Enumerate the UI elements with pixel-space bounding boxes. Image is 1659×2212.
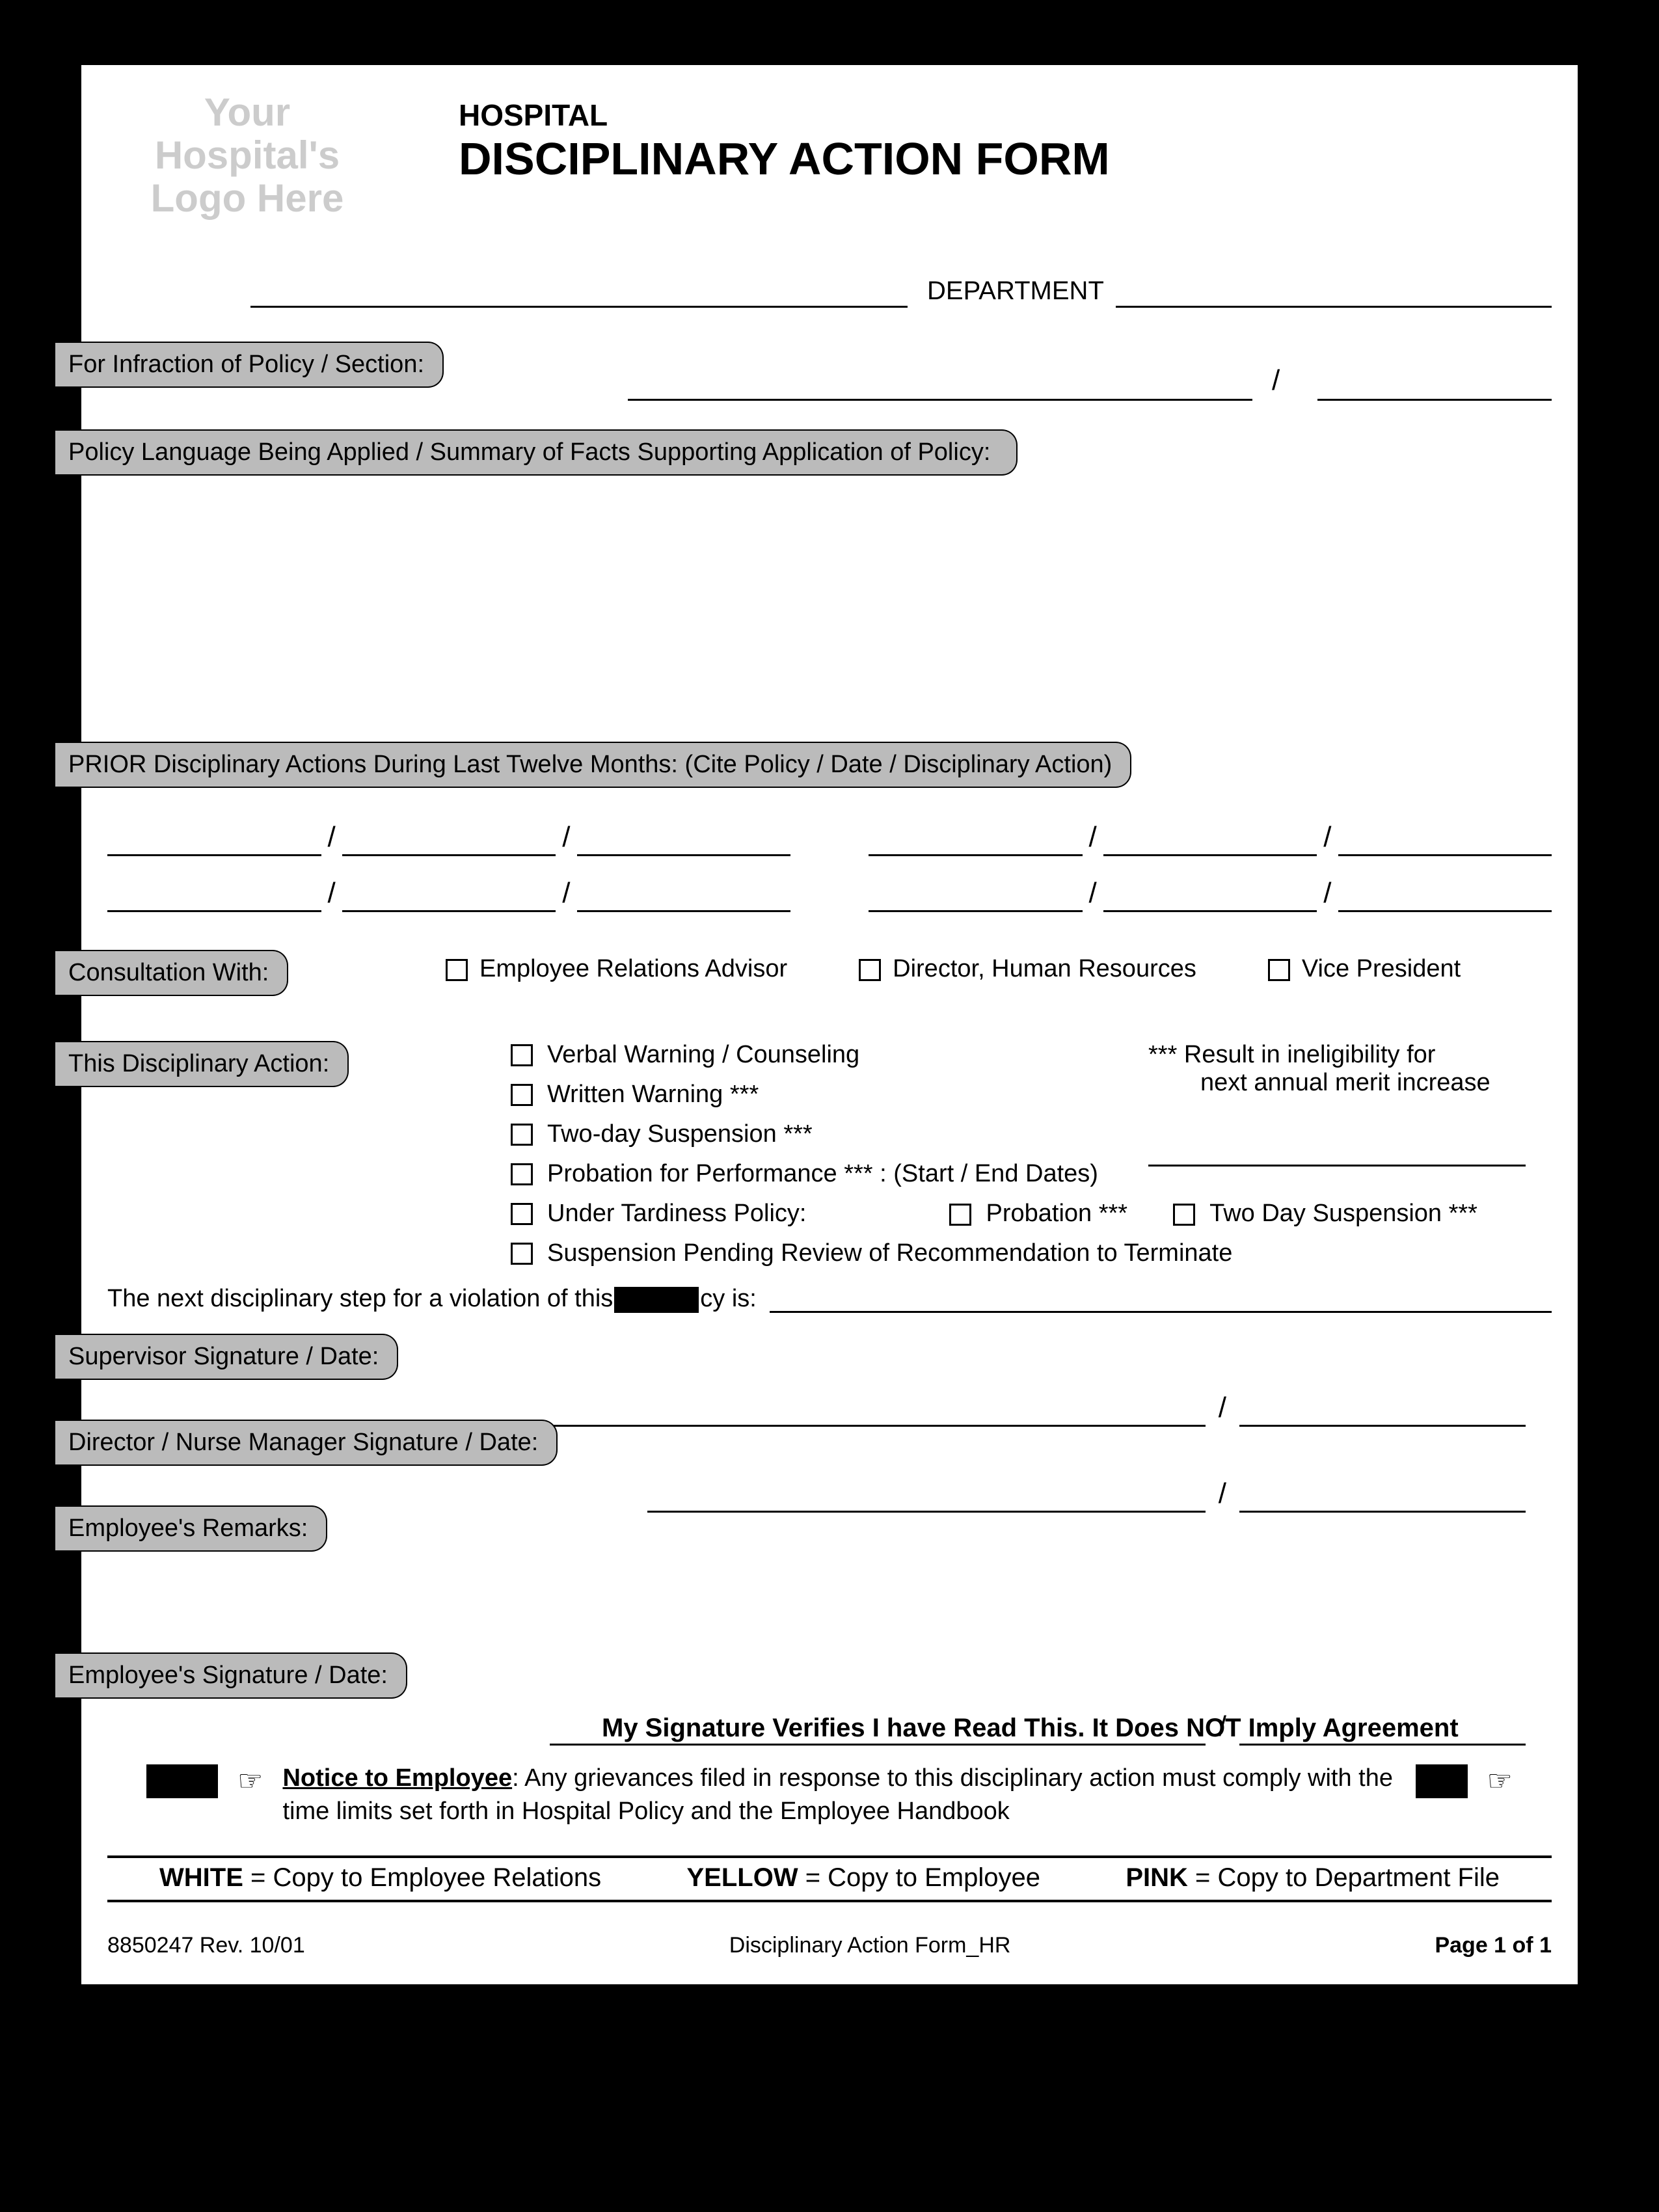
director-signature-row: Director / Nurse Manager Signature / Dat…	[81, 1420, 1552, 1466]
prior-actions-lines: / / / / / / / /	[107, 820, 1552, 932]
redacted-block	[146, 1764, 218, 1798]
next-step-row: The next disciplinary step for a violati…	[107, 1284, 1552, 1313]
pointing-hand-icon: ☞	[1487, 1764, 1513, 1798]
prior-input[interactable]	[107, 876, 321, 912]
action-note: *** Result in ineligibility for next ann…	[1148, 1041, 1490, 1097]
checkbox-icon[interactable]	[1268, 959, 1290, 981]
checkbox-icon[interactable]	[511, 1203, 533, 1225]
next-step-input[interactable]	[770, 1284, 1552, 1313]
checkbox-icon[interactable]	[446, 959, 468, 981]
supervisor-signature-row: Supervisor Signature / Date: /	[81, 1334, 1552, 1380]
checkbox-icon[interactable]	[1173, 1204, 1195, 1226]
redacted-block	[614, 1287, 699, 1313]
employee-signature-label: Employee's Signature / Date:	[55, 1652, 407, 1699]
checkbox-icon[interactable]	[511, 1084, 533, 1106]
remarks-label: Employee's Remarks:	[55, 1505, 327, 1552]
footer-title: Disciplinary Action Form_HR	[729, 1933, 1011, 1958]
checkbox-icon[interactable]	[511, 1243, 533, 1265]
director-label: Director / Nurse Manager Signature / Dat…	[55, 1420, 558, 1466]
department-label: DEPARTMENT	[927, 276, 1104, 306]
prior-input[interactable]	[342, 820, 556, 856]
consult-opt[interactable]: Director, Human Resources	[859, 955, 1196, 983]
footer-revision: 8850247 Rev. 10/01	[107, 1933, 305, 1958]
notice-row: ☞ Notice to Employee: Any grievances fil…	[146, 1762, 1513, 1829]
form-header: HOSPITAL DISCIPLINARY ACTION FORM	[459, 98, 1110, 185]
probation-dates-input[interactable]	[1148, 1165, 1526, 1167]
prior-input[interactable]	[869, 876, 1083, 912]
slash: /	[1272, 364, 1280, 397]
remarks-row: Employee's Remarks:	[81, 1505, 1552, 1552]
prior-input[interactable]	[869, 820, 1083, 856]
checkbox-icon[interactable]	[511, 1044, 533, 1066]
page-footer: 8850247 Rev. 10/01 Disciplinary Action F…	[107, 1933, 1552, 1958]
logo-placeholder: Your Hospital's Logo Here	[107, 85, 387, 267]
consultation-row: Consultation With: Employee Relations Ad…	[81, 950, 1552, 996]
prior-input[interactable]	[1103, 876, 1317, 912]
divider	[107, 1855, 1552, 1858]
consultation-label: Consultation With:	[55, 950, 288, 996]
copies-row: WHITE = Copy to Employee Relations YELLO…	[107, 1863, 1552, 1893]
prior-input[interactable]	[1338, 820, 1552, 856]
checkbox-icon[interactable]	[949, 1204, 971, 1226]
action-opt[interactable]: Under Tardiness Policy: Probation *** Tw…	[511, 1200, 1477, 1228]
action-opt[interactable]: Suspension Pending Review of Recommendat…	[511, 1239, 1477, 1267]
action-opt[interactable]: Two-day Suspension ***	[511, 1120, 1477, 1148]
department-input-line[interactable]	[1116, 306, 1552, 308]
header-line1: HOSPITAL	[459, 98, 1110, 133]
policy-language-label: Policy Language Being Applied / Summary …	[55, 429, 1018, 476]
prior-input[interactable]	[577, 820, 791, 856]
disciplinary-action-row: This Disciplinary Action: Verbal Warning…	[81, 1041, 1552, 1087]
prior-input[interactable]	[1338, 876, 1552, 912]
pointing-hand-icon: ☞	[237, 1764, 263, 1798]
divider	[107, 1900, 1552, 1902]
consult-opt[interactable]: Employee Relations Advisor	[446, 955, 787, 983]
employee-signature-row: Employee's Signature / Date: /	[81, 1652, 1552, 1699]
signature-verify-text: My Signature Verifies I have Read This. …	[602, 1714, 1459, 1743]
form-page: Your Hospital's Logo Here HOSPITAL DISCI…	[81, 65, 1578, 1984]
department-row: DEPARTMENT	[81, 272, 1552, 310]
supervisor-label: Supervisor Signature / Date:	[55, 1334, 398, 1380]
policy-language-row: Policy Language Being Applied / Summary …	[81, 429, 1552, 476]
checkbox-icon[interactable]	[511, 1163, 533, 1185]
header-line2: DISCIPLINARY ACTION FORM	[459, 133, 1110, 185]
name-input-line[interactable]	[250, 306, 908, 308]
prior-input[interactable]	[107, 820, 321, 856]
infraction-row: For Infraction of Policy / Section: /	[81, 342, 1552, 388]
checkbox-icon[interactable]	[859, 959, 881, 981]
infraction-input-2[interactable]	[1317, 399, 1552, 401]
footer-page-number: Page 1 of 1	[1435, 1933, 1552, 1958]
redacted-block	[1416, 1764, 1468, 1798]
prior-actions-label: PRIOR Disciplinary Actions During Last T…	[55, 742, 1131, 788]
action-opt[interactable]: Probation ***	[949, 1200, 1127, 1228]
prior-input[interactable]	[577, 876, 791, 912]
consult-opt[interactable]: Vice President	[1268, 955, 1461, 983]
prior-input[interactable]	[342, 876, 556, 912]
action-opt[interactable]: Two Day Suspension ***	[1173, 1200, 1477, 1228]
action-label: This Disciplinary Action:	[55, 1041, 349, 1087]
infraction-input-1[interactable]	[628, 399, 1252, 401]
prior-input[interactable]	[1103, 820, 1317, 856]
prior-actions-row: PRIOR Disciplinary Actions During Last T…	[81, 742, 1552, 788]
notice-text: Notice to Employee: Any grievances filed…	[282, 1762, 1396, 1829]
checkbox-icon[interactable]	[511, 1124, 533, 1146]
infraction-label: For Infraction of Policy / Section:	[55, 342, 444, 388]
